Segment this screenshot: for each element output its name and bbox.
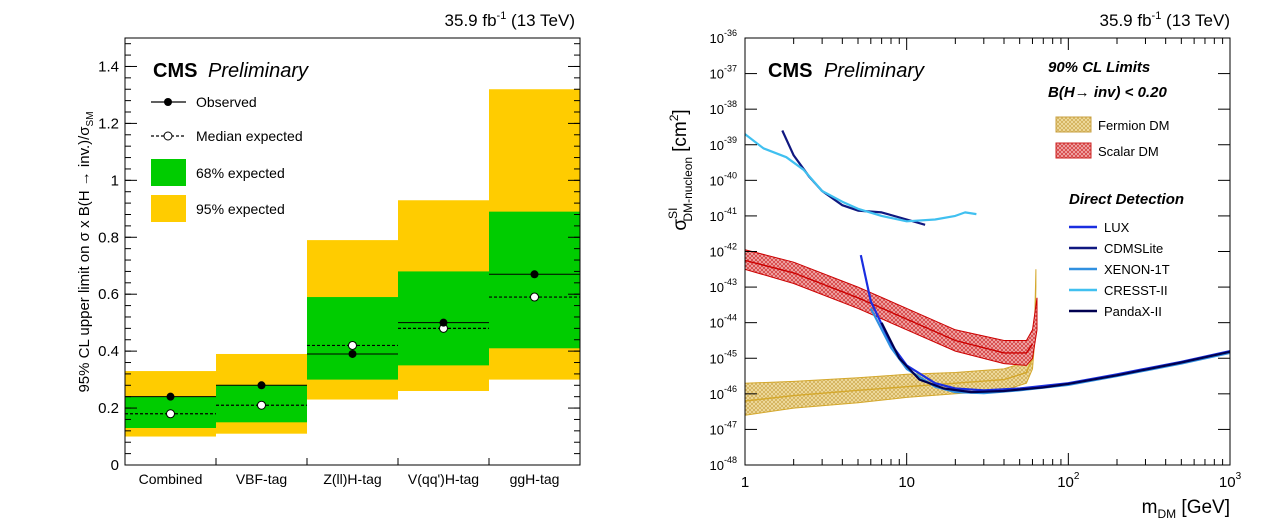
legend-fermion-swatch: [1055, 116, 1092, 133]
observed-marker: [439, 318, 448, 327]
legend-cdmslite-label: CDMSLite: [1104, 241, 1163, 256]
right-x-axis: 1 10 102 103: [741, 38, 1242, 491]
y-tick-label: 10-39: [710, 135, 737, 153]
legend-observed-marker: [164, 98, 172, 106]
legend-median-label: Median expected: [196, 128, 303, 144]
cdmslite-curve: [781, 130, 926, 226]
left-lumi-label: 35.9 fb-1 (13 TeV): [445, 10, 575, 30]
y-tick-label: 1.4: [98, 58, 119, 75]
y-tick-label: 0.6: [98, 286, 119, 303]
y-tick-label: 10-47: [710, 419, 737, 437]
legend-band95-swatch: [151, 195, 186, 222]
observed-marker: [257, 381, 266, 390]
y-tick-label: 0: [111, 457, 119, 474]
y-tick-label: 10-41: [710, 206, 737, 224]
y-tick-label: 0.8: [98, 229, 119, 246]
y-tick-label: 1.2: [98, 115, 119, 132]
left-x-axis: Combined VBF-tag Z(ll)H-tag V(qq')H-tag ggH-…: [124, 458, 560, 487]
y-tick-label: 10-40: [710, 170, 737, 188]
observed-marker: [530, 270, 539, 279]
left-markers: [125, 270, 580, 419]
right-bands: [745, 249, 1038, 416]
y-tick-label: 10-48: [710, 455, 737, 473]
legend-xenon-1t-label: XENON-1T: [1104, 262, 1170, 277]
right-x-axis-title: mDM [GeV]: [1142, 497, 1230, 521]
x-tick-label: Z(ll)H-tag: [323, 471, 381, 487]
y-tick-label: 10-38: [710, 99, 737, 117]
y-tick-label: 10-43: [710, 277, 737, 295]
pandax-ii-curve: [880, 322, 1230, 394]
legend-observed-label: Observed: [196, 94, 257, 110]
legend-band68-swatch: [151, 159, 186, 186]
y-tick-label: 10-45: [710, 348, 737, 366]
br-limit-title: B(H→ inv) < 0.20: [1048, 84, 1167, 101]
band68-bar: [307, 297, 398, 380]
legend-scalar-label: Scalar DM: [1098, 144, 1159, 159]
left-bands: [125, 89, 580, 437]
right-series: [745, 130, 1230, 395]
scalar-dm-band: [745, 249, 1038, 366]
x-tick-label: 10: [898, 474, 915, 491]
band68-bar: [489, 211, 580, 349]
observed-marker: [166, 392, 175, 401]
legend-band68-label: 68% expected: [196, 165, 285, 181]
scalar-dm-central: [745, 259, 1034, 354]
fermion-dm-central: [745, 329, 1036, 402]
left-experiment-label: CMS: [153, 60, 197, 82]
right-experiment-label: CMS: [768, 60, 812, 82]
x-tick-label: V(qq')H-tag: [408, 471, 479, 487]
observed-marker: [348, 349, 357, 358]
left-legend: Observed Median expected 68% expected 95…: [151, 94, 303, 222]
right-status-label: Preliminary: [824, 60, 925, 82]
legend-band95-label: 95% expected: [196, 201, 285, 217]
y-tick-label: 10-46: [710, 384, 737, 402]
direct-detection-title: Direct Detection: [1069, 191, 1184, 208]
legend-fermion-label: Fermion DM: [1098, 118, 1170, 133]
y-tick-label: 0.2: [98, 400, 119, 417]
left-y-axis-title: 95% CL upper limit on σ x B(H → inv.)/σS…: [76, 111, 96, 392]
legend-lux-label: LUX: [1104, 220, 1130, 235]
median-expected-marker: [348, 340, 357, 350]
y-tick-label: 10-37: [710, 64, 737, 82]
x-tick-label: 1: [741, 474, 749, 491]
y-tick-label: 1: [111, 172, 119, 189]
right-legend-series: LUX CDMSLite XENON-1T CRESST-II PandaX-II: [1069, 220, 1170, 319]
x-tick-label: VBF-tag: [236, 471, 287, 487]
median-expected-marker: [257, 400, 266, 410]
median-expected-marker: [530, 292, 539, 302]
y-tick-label: 10-36: [710, 28, 737, 46]
y-tick-label: 0.4: [98, 343, 119, 360]
y-tick-label: 10-44: [710, 313, 737, 331]
left-plot-frame: [124, 37, 581, 466]
band68-bar: [398, 271, 489, 366]
y-tick-label: 10-42: [710, 242, 737, 260]
fermion-dm-band: [745, 269, 1037, 416]
right-chart: 35.9 fb-1 (13 TeV) 10-4810-4710-4610-451…: [666, 10, 1242, 521]
left-y-axis: 0 0.2 0.4 0.6 0.8 1 1.2 1.4: [98, 43, 580, 474]
cresst-ii-curve: [745, 133, 977, 223]
left-chart: 35.9 fb-1 (13 TeV) 00.20.40.60.811.21.4 …: [76, 10, 581, 487]
cl-limits-title: 90% CL Limits: [1048, 59, 1150, 76]
right-legend-bands: Fermion DM Scalar DM: [1055, 116, 1170, 159]
right-lumi-label: 35.9 fb-1 (13 TeV): [1100, 10, 1230, 30]
left-status-label: Preliminary: [208, 60, 309, 82]
legend-cresst-ii-label: CRESST-II: [1104, 283, 1168, 298]
right-y-axis-title: σSIDM-nucleon[cm2]: [666, 109, 695, 230]
x-tick-label: 102: [1057, 471, 1080, 491]
x-tick-label: 103: [1219, 471, 1242, 491]
legend-pandax-ii-label: PandaX-II: [1104, 304, 1162, 319]
x-tick-label: ggH-tag: [510, 471, 560, 487]
median-expected-marker: [166, 409, 175, 419]
x-tick-label: Combined: [139, 471, 203, 487]
legend-scalar-swatch: [1055, 142, 1092, 159]
legend-median-marker: [163, 131, 173, 141]
right-y-axis: 10-48 10-47 10-46 10-45 10-44 10-43 10-42 10-41…: [710, 28, 1230, 473]
